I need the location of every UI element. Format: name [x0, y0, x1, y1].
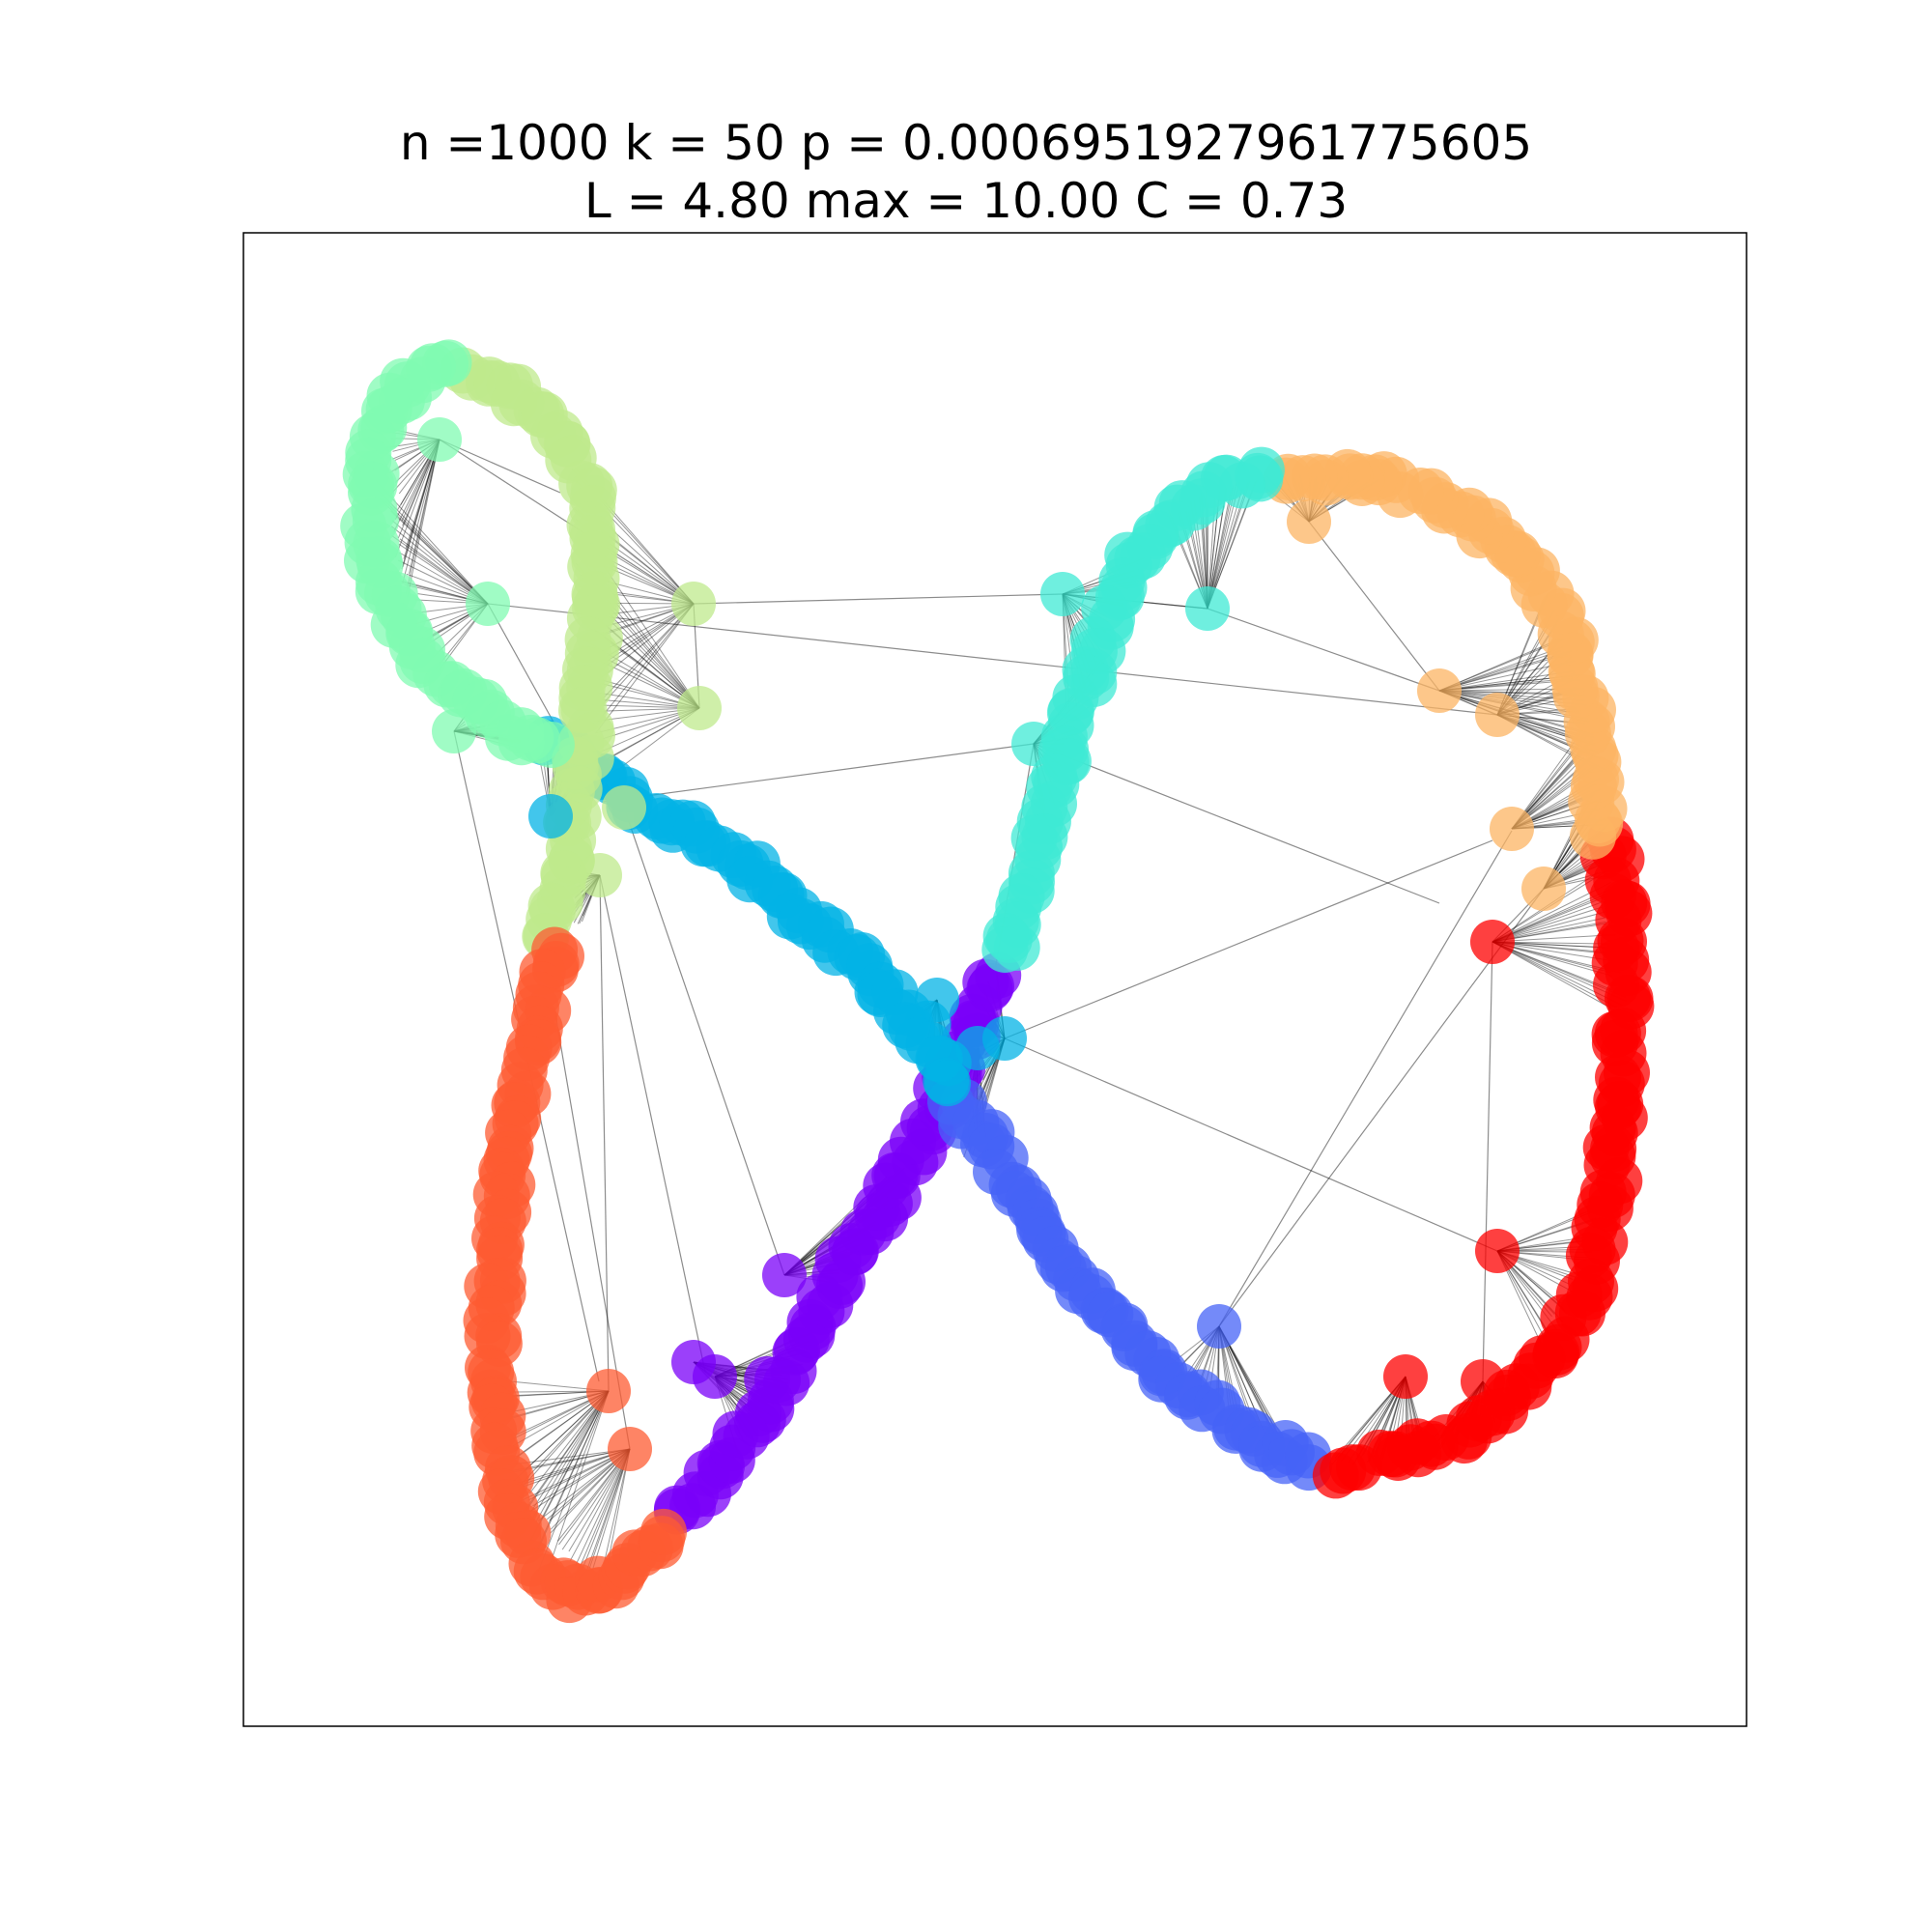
graph-edge	[409, 439, 440, 574]
graph-edge	[623, 807, 785, 1276]
graph-edge	[599, 874, 706, 1373]
graph-node	[693, 1354, 737, 1399]
graph-edge	[1492, 941, 1623, 1015]
graph-node	[677, 686, 722, 730]
graph-edge	[402, 439, 440, 584]
graph-edge	[390, 510, 489, 605]
graph-node	[1521, 867, 1566, 911]
graph-edge	[407, 439, 440, 599]
graph-edge	[487, 603, 1498, 716]
graph-node	[915, 978, 959, 1022]
graph-edge	[487, 603, 561, 735]
graph-node	[981, 926, 1029, 973]
graph-node	[762, 1253, 807, 1297]
graph-node	[466, 582, 510, 626]
graph-edge	[535, 1390, 610, 1523]
graph-edge	[524, 1390, 610, 1532]
graph-node	[578, 853, 622, 897]
graph-edge	[1492, 941, 1617, 1008]
graph-node	[528, 794, 573, 838]
graph-edge	[530, 1390, 610, 1513]
graph-edge	[1207, 608, 1440, 692]
graph-edge	[1004, 1037, 1498, 1252]
graph-node	[1287, 499, 1331, 544]
graph-node	[432, 709, 476, 753]
graph-node	[608, 1427, 652, 1471]
graph-node	[527, 722, 575, 768]
graph-edge	[401, 439, 440, 570]
node-layer	[340, 339, 1655, 1624]
graph-edge	[530, 1390, 610, 1541]
graph-node	[602, 785, 646, 830]
graph-edge	[1004, 839, 1493, 1039]
figure-title-line-2: L = 4.80 max = 10.00 C = 0.73	[583, 173, 1349, 229]
graph-node	[1475, 1229, 1520, 1273]
graph-edge	[544, 1390, 610, 1579]
graph-node	[671, 582, 716, 626]
graph-node	[1417, 668, 1462, 713]
graph-edge	[596, 603, 695, 711]
graph-node	[1490, 807, 1534, 851]
plot-frame	[242, 232, 1747, 1727]
graph-node	[586, 1369, 631, 1413]
graph-edge	[526, 1390, 610, 1511]
graph-node	[640, 1508, 687, 1555]
graph-node	[1011, 722, 1056, 766]
graph-node	[1197, 1304, 1241, 1349]
graph-edge	[439, 439, 695, 605]
graph-edge	[599, 874, 610, 1392]
graph-node	[924, 1060, 971, 1107]
graph-node	[1470, 920, 1515, 964]
graph-edge	[384, 500, 489, 605]
graph-edge	[522, 1390, 610, 1515]
graph-node	[1185, 586, 1230, 631]
graph-edge	[537, 1390, 610, 1573]
graph-edge	[602, 743, 1035, 803]
graph-edge	[693, 593, 1064, 605]
graph-node	[417, 417, 462, 462]
graph-node	[1475, 693, 1520, 737]
graph-edge	[593, 603, 695, 727]
graph-edge	[1218, 830, 1513, 1327]
graph-edge	[1482, 941, 1493, 1382]
graph-edge	[1308, 521, 1440, 692]
graph-node	[1040, 572, 1085, 616]
graph-edge	[595, 603, 695, 734]
graph-node	[1383, 1354, 1428, 1399]
graph-node	[1461, 1359, 1505, 1404]
graph-edge	[405, 439, 440, 595]
graph-node	[955, 1026, 1000, 1070]
figure-title-line-1: n =1000 k = 50 p = 0.0006951927961775605	[399, 115, 1533, 171]
graph-edge	[1033, 743, 1440, 904]
